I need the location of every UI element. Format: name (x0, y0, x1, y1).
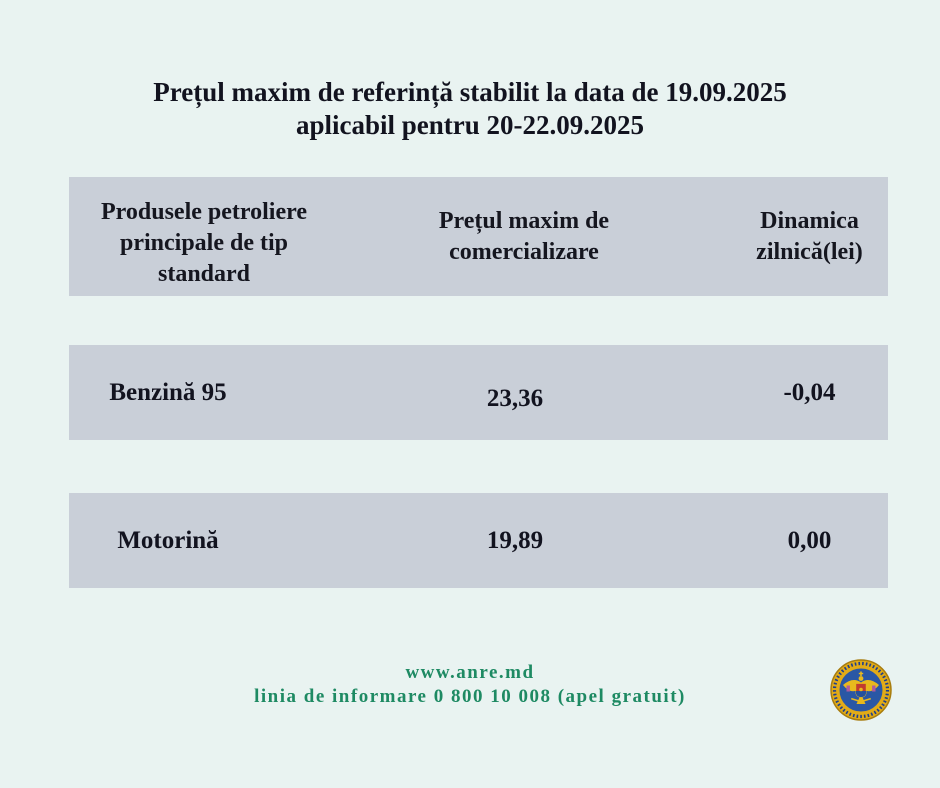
header-max-price-column: Prețul maxim de comercializare (339, 206, 709, 268)
product-price: 19,89 (486, 526, 544, 554)
page-title: Prețul maxim de referință stabilit la da… (0, 76, 940, 142)
table-row-benzina-95: Benzină 95 23,36 -0,04 (69, 345, 888, 440)
anre-seal-logo (830, 659, 892, 721)
product-name: Benzină 95 (109, 378, 227, 406)
product-dynamic: 0,00 (787, 526, 832, 554)
product-price: 23,36 (486, 384, 544, 412)
product-name: Motorină (117, 526, 219, 554)
header-products-line-2: principale de tip (119, 230, 288, 256)
table-header-row: Produsele petroliere principale de tip s… (69, 177, 888, 296)
table-row-motorina: Motorină 19,89 0,00 (69, 493, 888, 588)
header-products-line-1: Produsele petroliere (101, 199, 307, 225)
header-dynamic-line-1: Dinamica (760, 207, 859, 234)
header-dynamic-column: Dinamica zilnică(lei) (709, 206, 888, 268)
header-max-price-line-1: Prețul maxim de (438, 207, 610, 234)
header-dynamic-line-2: zilnică(lei) (756, 238, 863, 265)
footer: www.anre.md linia de informare 0 800 10 … (0, 661, 940, 709)
shield-emblem (855, 683, 867, 698)
header-products-column: Produsele petroliere principale de tip s… (69, 183, 339, 290)
info-line-text: linia de informare 0 800 10 008 (apel gr… (254, 686, 686, 707)
header-max-price-line-2: comercializare (449, 238, 599, 265)
title-line-2: aplicabil pentru 20-22.09.2025 (295, 110, 645, 140)
header-products-line-3: standard (157, 261, 251, 287)
website-text: www.anre.md (405, 662, 535, 683)
title-line-1: Prețul maxim de referință stabilit la da… (153, 77, 787, 107)
product-dynamic: -0,04 (783, 378, 836, 406)
